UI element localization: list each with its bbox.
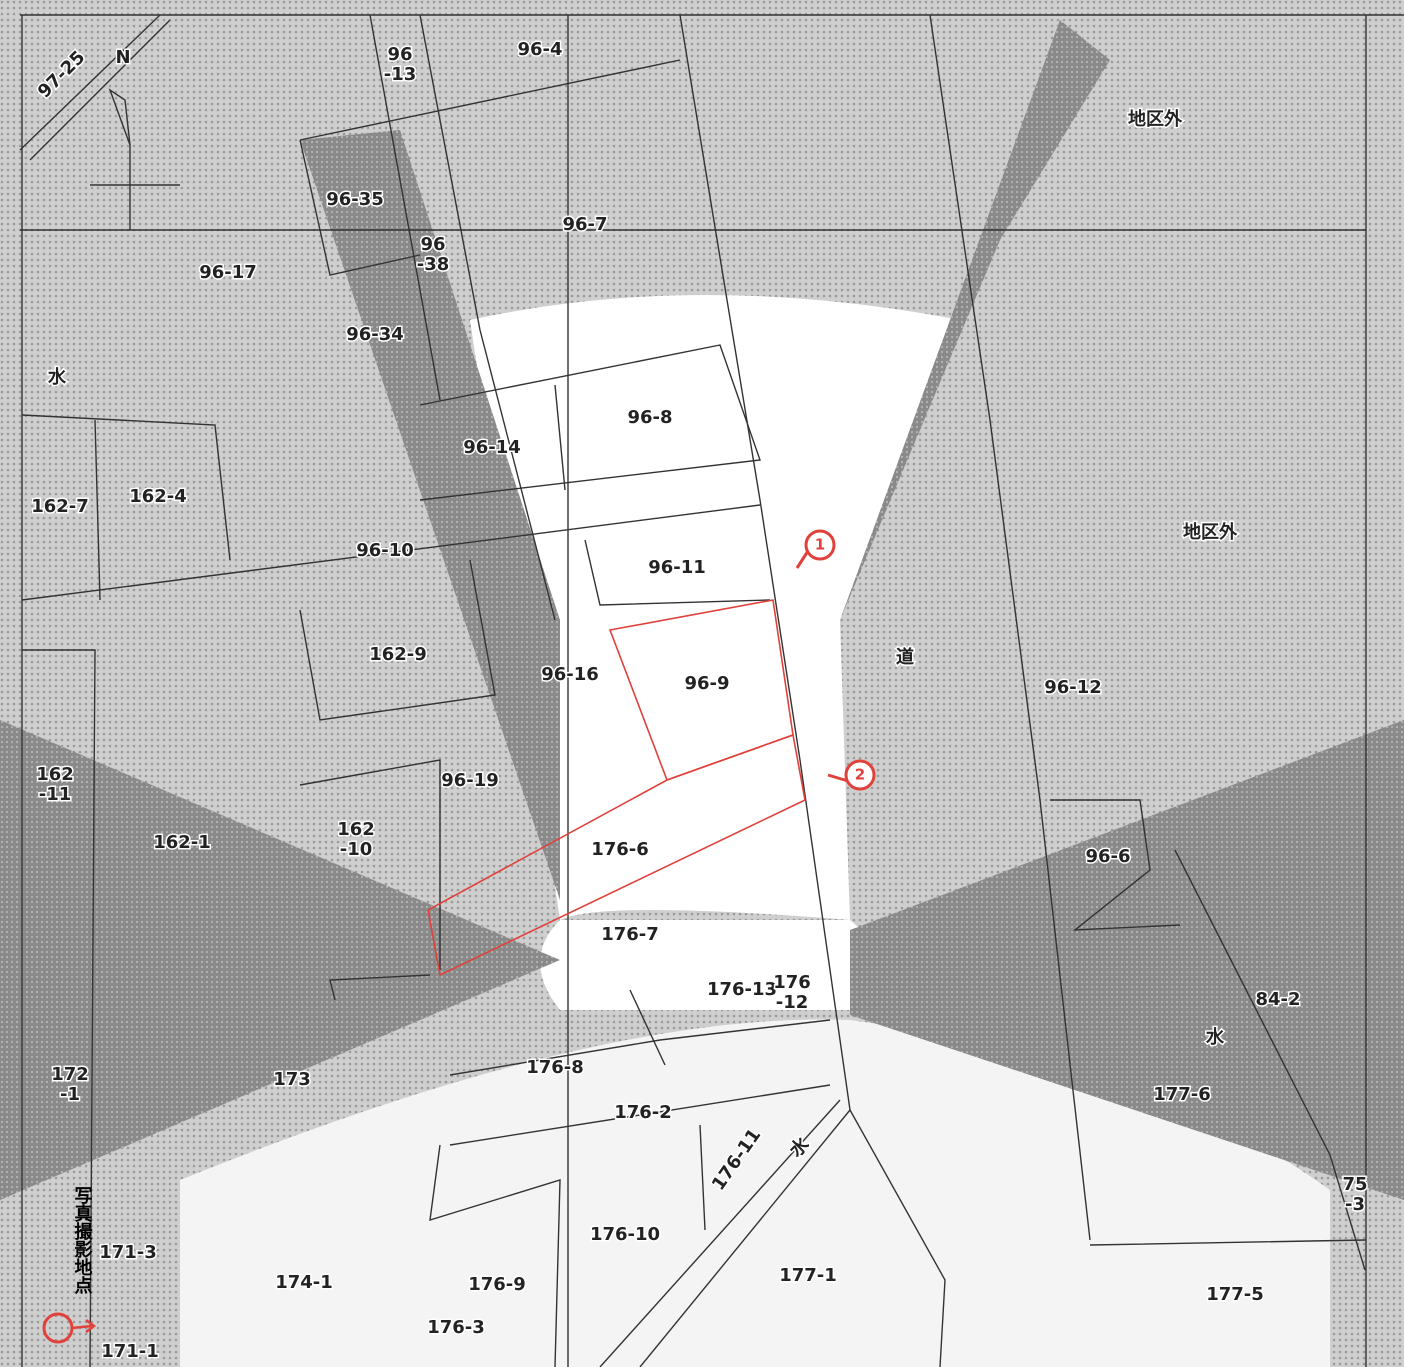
parcel-label: 162	[337, 819, 375, 840]
parcel-label: 162-4	[129, 486, 187, 507]
parcel-label: N	[115, 47, 130, 68]
parcel-boundaries	[19, 14, 1404, 1367]
parcel-label: 162-7	[31, 496, 89, 517]
shadow-wedge	[850, 720, 1404, 1200]
parcel-label: 96-17	[199, 262, 257, 283]
parcel-label: 96-35	[326, 189, 384, 210]
open-area	[180, 1019, 1330, 1367]
parcel-label: 96-10	[356, 540, 414, 561]
parcel-label: 地区外	[1183, 521, 1238, 543]
subject-parcels	[427, 599, 806, 977]
parcel-label: 84-2	[1255, 989, 1300, 1010]
legend-label: 写真撮影地点	[72, 1186, 93, 1295]
parcel-label: 162-1	[153, 832, 211, 853]
parcel-label: -1	[60, 1084, 80, 1105]
parcel-label: 96-9	[684, 673, 729, 694]
parcel-label: 176-7	[601, 924, 659, 945]
open-area	[470, 295, 960, 920]
parcel-label: -38	[417, 254, 450, 275]
parcel-label: 176-6	[591, 839, 649, 860]
parcel-label: 162-9	[369, 644, 427, 665]
parcel-label: 水	[47, 366, 67, 388]
legend-arrow	[71, 1319, 97, 1333]
parcel-label: 177-5	[1206, 1284, 1264, 1305]
parcel-label: 96	[387, 44, 412, 65]
photo-points: 12	[795, 529, 876, 791]
parcel-label: 96-8	[627, 407, 672, 428]
shadow-wedge	[0, 720, 560, 1200]
parcel-label: 96-11	[648, 557, 706, 578]
parcel-label: 177-1	[779, 1265, 837, 1286]
parcel-label: 96	[420, 234, 445, 255]
parcel-label: 96-19	[441, 770, 499, 791]
shadow-wedge	[840, 20, 1110, 620]
parcel-label: 地区外	[1128, 108, 1183, 130]
parcel-label: 75	[1342, 1174, 1367, 1195]
parcel-label: 96-34	[346, 324, 404, 345]
parcel-label: 171-3	[99, 1242, 157, 1263]
parcel-label: 96-16	[541, 664, 599, 685]
parcel-label: 176	[773, 972, 811, 993]
parcel-label: 177-6	[1153, 1084, 1211, 1105]
parcel-label: 176-2	[614, 1102, 672, 1123]
parcel-label: -11	[39, 784, 72, 805]
parcel-label: 173	[273, 1069, 311, 1090]
photo-point-arrow	[795, 550, 810, 569]
photo-point-arrow	[827, 773, 849, 783]
parcel-label: 176-8	[526, 1057, 584, 1078]
photo-point-marker	[844, 759, 876, 791]
legend: 写真撮影地点	[42, 1186, 97, 1344]
parcel-label: 96-4	[517, 39, 562, 60]
parcel-label: 水	[1205, 1026, 1225, 1048]
parcel-label: 176-10	[590, 1224, 660, 1245]
parcel-label: 176-13	[707, 979, 777, 1000]
parcel-label: 176-3	[427, 1317, 485, 1338]
photo-point-marker	[804, 529, 836, 561]
parcel-label: 96-7	[562, 214, 607, 235]
parcel-label: 171-1	[101, 1341, 159, 1362]
parcel-label: 96-6	[1085, 846, 1130, 867]
parcel-label: 96-14	[463, 437, 521, 458]
parcel-label: -13	[384, 64, 417, 85]
parcel-label: 162	[36, 764, 74, 785]
parcel-label: -10	[340, 839, 373, 860]
parcel-label: 道	[896, 646, 914, 668]
photo-point-label: 2	[855, 766, 865, 784]
parcel-label: 176-9	[468, 1274, 526, 1295]
parcel-label: -12	[776, 992, 809, 1013]
parcel-label: 172	[51, 1064, 89, 1085]
parcel-label: 174-1	[275, 1272, 333, 1293]
parcel-label: -3	[1345, 1194, 1365, 1215]
shadow-wedge	[300, 130, 560, 900]
photo-point-label: 1	[815, 536, 825, 554]
parcel-label: 96-12	[1044, 677, 1102, 698]
open-area	[540, 920, 875, 1010]
parcel-labels: 97-25 96-496-13地区外96-3596-796-3896-1796-3…	[30, 38, 1369, 1364]
